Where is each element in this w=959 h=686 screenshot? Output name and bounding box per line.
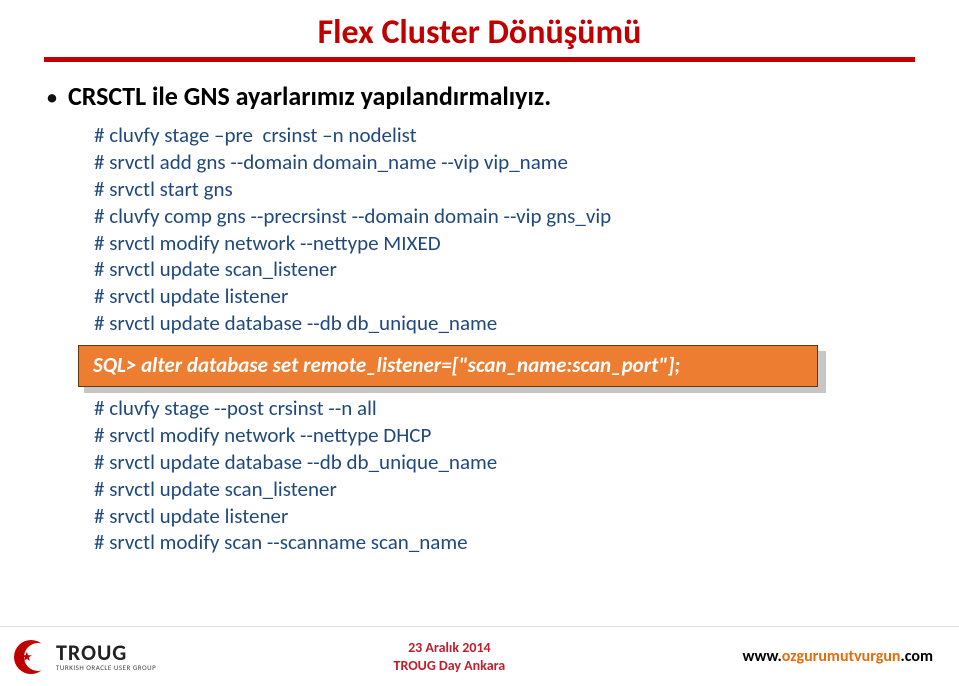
footer-logo: ★ TROUG TURKISH ORACLE USER GROUP <box>14 640 156 674</box>
code-line: # srvctl modify scan --scanname scan_nam… <box>94 529 915 556</box>
title-part-c: Dönüşümü <box>487 12 641 53</box>
code-line: # srvctl update database --db db_unique_… <box>94 310 915 337</box>
code-line: # srvctl update scan_listener <box>94 476 915 503</box>
code-line: # srvctl add gns --domain domain_name --… <box>94 149 915 176</box>
footer-center: 23 Aralık 2014 TROUG Day Ankara <box>394 639 506 674</box>
sql-callout: SQL> alter database set remote_listener=… <box>78 345 818 387</box>
bullet-item: • CRSCTL ile GNS ayarlarımız yapılandırm… <box>46 80 915 112</box>
footer-brand-sub: TURKISH ORACLE USER GROUP <box>56 664 156 671</box>
bullet-dot-icon: • <box>46 86 58 110</box>
bullet-text: CRSCTL ile GNS ayarlarımız yapılandırmal… <box>68 80 551 112</box>
footer-url: www.ozgurumutvurgun.com <box>742 647 933 666</box>
code-line: # srvctl update listener <box>94 283 915 310</box>
code-line: # srvctl modify network --nettype MIXED <box>94 230 915 257</box>
footer-date: 23 Aralık 2014 <box>394 639 506 657</box>
footer-brand: TROUG <box>56 642 156 664</box>
code-line: # srvctl start gns <box>94 176 915 203</box>
callout-shadow-bottom <box>84 387 826 393</box>
code-line: # srvctl modify network --nettype DHCP <box>94 422 915 449</box>
url-pre: www. <box>742 647 781 666</box>
code-line: # srvctl update scan_listener <box>94 256 915 283</box>
sql-callout-text: SQL> alter database set remote_listener=… <box>78 345 818 387</box>
code-line: # srvctl update listener <box>94 503 915 530</box>
title-underline <box>44 57 915 62</box>
title-part-a: Flex <box>318 12 374 53</box>
crescent-icon: ★ <box>14 640 48 674</box>
code-line: # cluvfy comp gns --precrsinst --domain … <box>94 203 915 230</box>
code-line: # srvctl update database --db db_unique_… <box>94 449 915 476</box>
code-line: # cluvfy stage --post crsinst --n all <box>94 395 915 422</box>
footer-brand-text: TROUG TURKISH ORACLE USER GROUP <box>56 642 156 671</box>
footer: ★ TROUG TURKISH ORACLE USER GROUP 23 Ara… <box>0 626 959 686</box>
code-line: # cluvfy stage –pre crsinst –n nodelist <box>94 122 915 149</box>
footer-event: TROUG Day Ankara <box>394 657 506 675</box>
code-block-2: # cluvfy stage --post crsinst --n all # … <box>94 395 915 556</box>
slide-page: Flex Cluster Dönüşümü • CRSCTL ile GNS a… <box>0 0 959 686</box>
star-icon: ★ <box>21 650 33 665</box>
url-post: .com <box>900 647 933 666</box>
code-block-1: # cluvfy stage –pre crsinst –n nodelist … <box>94 122 915 337</box>
page-title: Flex Cluster Dönüşümü <box>44 12 915 53</box>
url-mid: ozgurumutvurgun <box>782 647 901 666</box>
title-part-b: Cluster <box>381 12 479 53</box>
